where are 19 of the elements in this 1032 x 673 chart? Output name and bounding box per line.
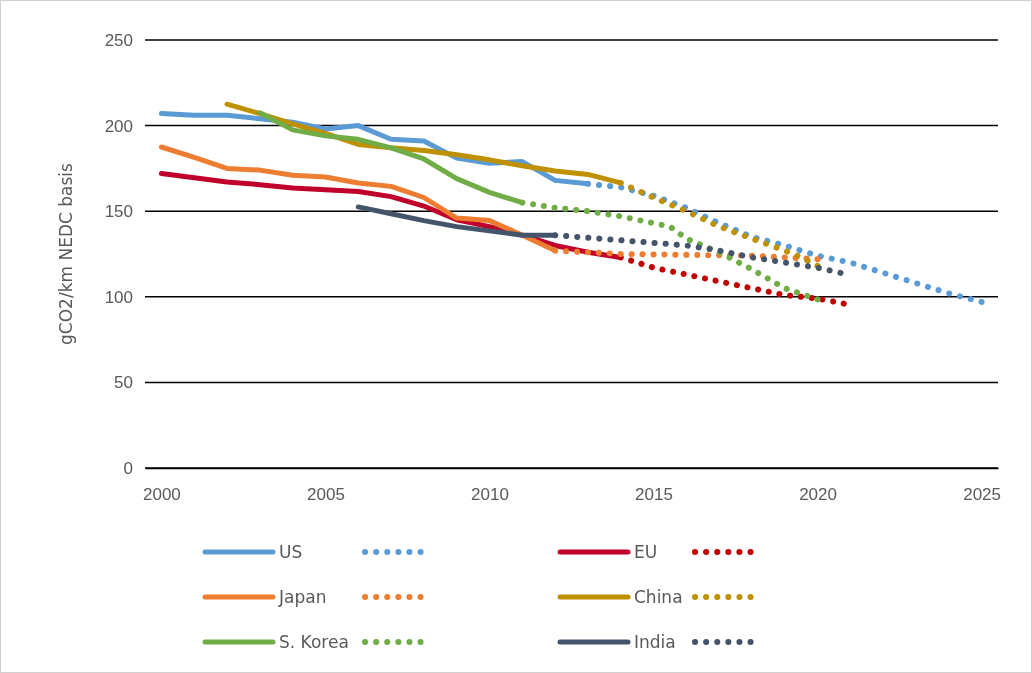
x-tick-label: 2015 [635, 485, 673, 505]
x-tick-label: 2025 [963, 485, 1002, 505]
legend-label: US [279, 542, 303, 562]
legend-label: EU [634, 542, 658, 562]
y-tick-label: 100 [104, 287, 133, 307]
y-tick-label: 200 [104, 116, 133, 136]
y-axis-title: gCO2/km NEDC basis [56, 162, 76, 345]
x-tick-label: 2000 [142, 485, 181, 505]
legend-label: China [634, 587, 683, 607]
x-tick-label: 2005 [307, 485, 345, 505]
y-tick-label: 150 [104, 202, 133, 222]
x-tick-label: 2020 [799, 485, 837, 505]
y-tick-label: 0 [123, 458, 133, 478]
legend-label: India [634, 632, 676, 652]
y-tick-label: 50 [114, 373, 133, 393]
legend-label: S. Korea [279, 632, 349, 652]
x-tick-label: 2010 [471, 485, 509, 505]
y-tick-label: 250 [104, 30, 133, 50]
legend-label: Japan [278, 587, 327, 607]
